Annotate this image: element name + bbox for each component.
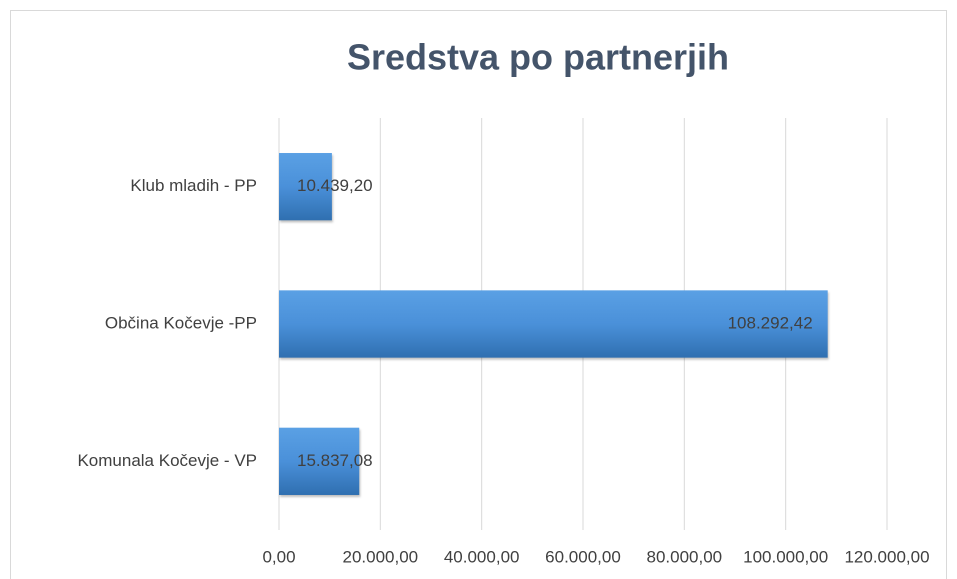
bar bbox=[279, 153, 332, 221]
bar bbox=[279, 427, 360, 495]
x-tick-label: 20.000,00 bbox=[343, 547, 419, 566]
y-tick-label: Klub mladih - PP bbox=[130, 176, 257, 195]
x-tick-label: 0,00 bbox=[262, 547, 295, 566]
value-label: 10.439,20 bbox=[297, 176, 373, 195]
x-tick-label: 60.000,00 bbox=[545, 547, 621, 566]
x-tick-label: 120.000,00 bbox=[844, 547, 929, 566]
value-label: 108.292,42 bbox=[728, 313, 813, 332]
y-tick-label: Komunala Kočevje - VP bbox=[77, 451, 257, 470]
y-tick-label: Občina Kočevje -PP bbox=[105, 313, 257, 332]
x-tick-label: 100.000,00 bbox=[743, 547, 828, 566]
chart-title: Sredstva po partnerjih bbox=[347, 37, 729, 78]
x-tick-label: 80.000,00 bbox=[647, 547, 723, 566]
bar bbox=[279, 290, 828, 358]
value-label: 15.837,08 bbox=[297, 451, 373, 470]
x-tick-label: 40.000,00 bbox=[444, 547, 520, 566]
